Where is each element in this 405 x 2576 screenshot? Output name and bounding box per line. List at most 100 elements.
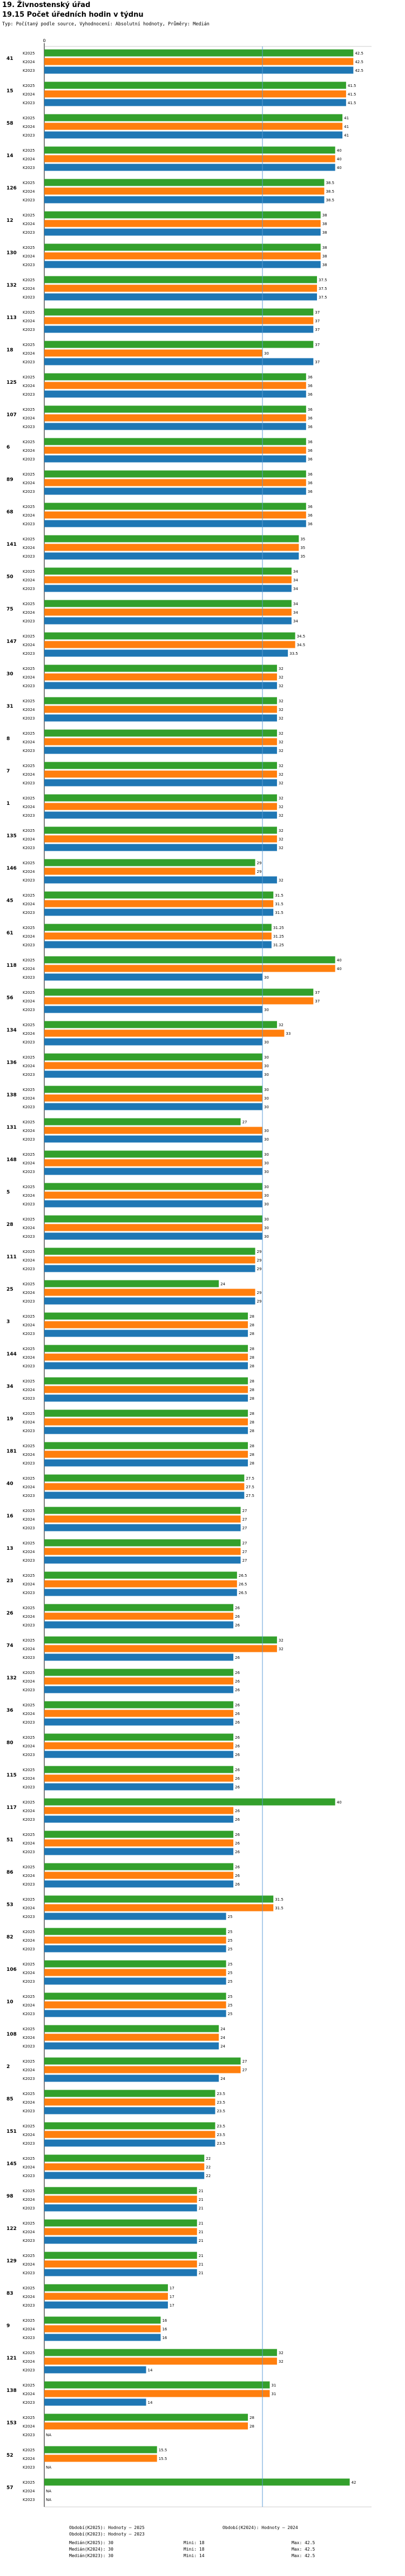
bar <box>44 1604 234 1611</box>
data-label: 25 <box>228 1930 233 1934</box>
bar <box>44 349 262 357</box>
category-label: 9 <box>6 2323 10 2329</box>
category-label: 82 <box>6 1935 14 1940</box>
series-label: K2023 <box>23 814 35 818</box>
bar <box>44 2316 161 2324</box>
data-label: 21 <box>199 2230 204 2234</box>
series-label: K2023 <box>23 1753 35 1757</box>
series-label: K2025 <box>23 1736 35 1740</box>
data-label: 21 <box>199 2262 204 2267</box>
bar <box>44 1492 245 1499</box>
data-label: 36 <box>308 440 313 444</box>
data-label: 22 <box>206 2165 211 2170</box>
data-label: 28 <box>249 2424 254 2429</box>
bar <box>44 585 292 592</box>
category-label: 8 <box>6 736 10 742</box>
data-label: 30 <box>264 1129 269 1133</box>
data-label: 32 <box>279 781 284 785</box>
bar <box>44 1589 237 1596</box>
bar <box>44 1636 277 1644</box>
category-label: 80 <box>6 1740 14 1746</box>
category-label: 3 <box>6 1319 10 1325</box>
bar <box>44 706 277 713</box>
category-label: 52 <box>6 2453 14 2458</box>
series-label: K2024 <box>23 2262 35 2267</box>
series-label: K2025 <box>23 2254 35 2258</box>
series-label: K2024 <box>23 2036 35 2040</box>
bar <box>44 405 306 413</box>
category-label: 108 <box>6 2032 17 2037</box>
bar <box>44 196 325 204</box>
footer-median-k2023: Medián(K2023): 30 <box>69 2553 113 2558</box>
series-label: K2025 <box>23 2286 35 2290</box>
data-label: 26 <box>235 1703 240 1707</box>
data-label: 37 <box>315 999 320 1004</box>
series-label: K2023 <box>23 2077 35 2081</box>
category-label: 113 <box>6 315 17 321</box>
series-label: K2024 <box>23 2424 35 2429</box>
bar <box>44 1863 234 1870</box>
data-label: 26 <box>235 1865 240 1869</box>
data-label: 34 <box>293 619 298 623</box>
series-label: K2025 <box>23 1444 35 1448</box>
data-label: 17 <box>170 2286 174 2290</box>
data-label: 32 <box>279 846 284 850</box>
data-label: 25 <box>228 1971 233 1975</box>
data-label: 32 <box>279 699 284 703</box>
series-label: K2025 <box>23 1638 35 1643</box>
bar <box>44 2025 219 2032</box>
bar <box>44 2195 197 2203</box>
data-label: 26 <box>235 1841 240 1846</box>
data-label: 41.5 <box>348 101 356 105</box>
bar <box>44 932 272 940</box>
series-label: K2024 <box>23 1906 35 1910</box>
bar <box>44 123 343 130</box>
bar <box>44 1774 234 1782</box>
bar <box>44 779 277 787</box>
footer-max-k2025: Max: 42.5 <box>292 2540 315 2545</box>
data-label: 21 <box>199 2239 204 2243</box>
series-label: K2025 <box>23 1412 35 1416</box>
series-label: K2025 <box>23 2221 35 2226</box>
category-label: 111 <box>6 1255 17 1260</box>
data-label: 25 <box>228 1938 233 1943</box>
bar <box>44 2010 226 2017</box>
category-label: 126 <box>6 186 17 191</box>
bar <box>44 673 277 681</box>
bar <box>44 114 343 121</box>
data-label: 37 <box>315 991 320 995</box>
series-label: K2025 <box>23 1995 35 1999</box>
data-label: 35 <box>300 537 305 541</box>
category-label: 14 <box>6 153 14 159</box>
bar <box>44 341 314 348</box>
data-label: 26 <box>235 1606 240 1610</box>
series-label: K2025 <box>23 861 35 865</box>
series-label: K2025 <box>23 1768 35 1772</box>
bar <box>44 2154 205 2162</box>
category-label: 132 <box>6 1676 17 1681</box>
category-label: 26 <box>6 1611 14 1616</box>
series-label: K2024 <box>23 2198 35 2202</box>
bar <box>44 2122 215 2130</box>
bar <box>44 66 354 74</box>
data-label: 26 <box>235 1736 240 1740</box>
bar <box>44 576 292 584</box>
bar <box>44 2293 168 2300</box>
series-label: K2023 <box>23 1980 35 1984</box>
bar <box>44 1686 234 1693</box>
chart-title: 19. Živnostenský úřad <box>2 1 91 9</box>
data-label: 31 <box>271 2392 276 2396</box>
series-label: K2025 <box>23 2448 35 2452</box>
data-label: 41 <box>344 116 349 120</box>
series-label: K2024 <box>23 1388 35 1392</box>
category-label: 144 <box>6 1352 17 1357</box>
na-label: NA <box>46 2498 51 2502</box>
bar <box>44 1483 245 1490</box>
bar <box>44 876 277 884</box>
series-label: K2024 <box>23 125 35 129</box>
series-label: K2023 <box>23 1850 35 1854</box>
series-label: K2024 <box>23 254 35 259</box>
category-label: 19 <box>6 1416 14 1422</box>
category-label: 68 <box>6 510 14 515</box>
bar <box>44 1183 262 1190</box>
